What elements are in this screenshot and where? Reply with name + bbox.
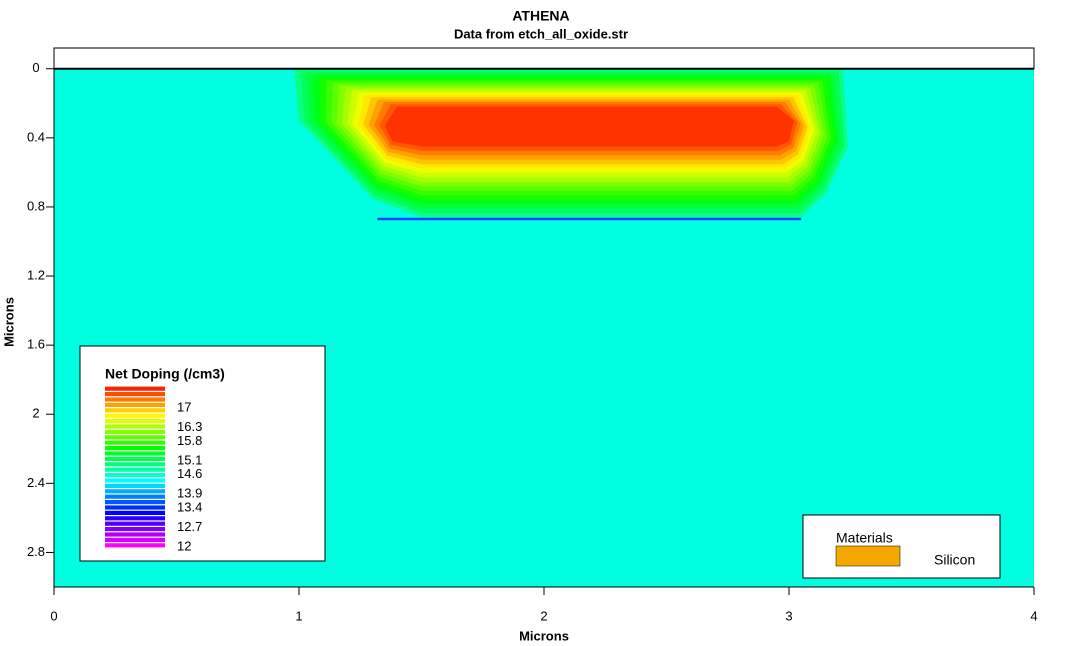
legend-swatch [105, 386, 165, 391]
legend-swatch [105, 489, 165, 494]
materials-box [802, 514, 1001, 579]
legend-swatch [105, 462, 165, 467]
legend-label: 15.8 [177, 433, 202, 448]
x-tick-label: 3 [785, 608, 792, 623]
legend-swatch [105, 532, 165, 537]
legend-swatch [105, 419, 165, 424]
y-axis-label: Microns [1, 297, 16, 347]
y-tick-label: 1.2 [27, 267, 45, 282]
legend-swatch [105, 478, 165, 483]
y-tick-label: 0.8 [27, 198, 45, 213]
legend-swatch [105, 543, 165, 548]
legend-swatch [105, 505, 165, 510]
legend-swatch [105, 392, 165, 397]
legend-swatch [105, 473, 165, 478]
legend-swatch [105, 424, 165, 429]
legend-label: 13.9 [177, 486, 202, 501]
doping-legend: Net Doping (/cm3) 17 16.315.8 15.114.6 13.9… [79, 345, 326, 562]
materials-title: Materials [836, 530, 893, 546]
material-swatch [835, 545, 901, 567]
legend-swatch [105, 397, 165, 402]
y-tick-label: 2 [32, 406, 39, 421]
x-tick-label: 4 [1030, 608, 1037, 623]
y-tick-label: 0 [32, 60, 39, 75]
legend-swatch [105, 527, 165, 532]
x-tick-label: 0 [50, 608, 57, 623]
axes: 0 1 2 3 400.40.81.21.622.42.8 [27, 47, 1038, 623]
y-tick-label: 2.8 [27, 544, 45, 559]
contour-band [384, 106, 794, 147]
legend-label: 17 [177, 399, 191, 414]
materials-legend: Materials Silicon [802, 514, 1001, 579]
legend-swatch [105, 537, 165, 542]
plot-area [54, 68, 1034, 587]
x-tick-label: 2 [540, 608, 547, 623]
legend-swatch [105, 435, 165, 440]
y-tick-label: 2.4 [27, 475, 45, 490]
legend-swatch [105, 451, 165, 456]
legend-swatch [105, 402, 165, 407]
chart-subtitle: Data from etch_all_oxide.str [454, 26, 628, 41]
legend-swatch [105, 408, 165, 413]
legend-label: 14.6 [177, 466, 202, 481]
y-tick-label: 0.4 [27, 129, 45, 144]
chart-title: ATHENA [512, 8, 569, 24]
material-name: Silicon [934, 552, 975, 568]
legend-swatch [105, 521, 165, 526]
legend-label: 13.4 [177, 500, 202, 515]
x-tick-label: 1 [295, 608, 302, 623]
legend-label: 15.1 [177, 452, 202, 467]
legend-swatch [105, 467, 165, 472]
legend-swatch [105, 456, 165, 461]
y-tick-label: 1.6 [27, 337, 45, 352]
x-axis-label: Microns [519, 628, 569, 643]
legend-swatch [105, 440, 165, 445]
legend-swatch [105, 446, 165, 451]
top-strip [53, 47, 1035, 70]
legend-swatch [105, 500, 165, 505]
legend-swatch [105, 483, 165, 488]
legend-swatch [105, 413, 165, 418]
legend-label: 12 [177, 538, 191, 553]
legend-label: 12.7 [177, 519, 202, 534]
legend-swatch [105, 494, 165, 499]
legend-title: Net Doping (/cm3) [105, 366, 225, 382]
legend-label: 16.3 [177, 419, 202, 434]
legend-swatch [105, 516, 165, 521]
legend-swatch [105, 429, 165, 434]
legend-swatch [105, 510, 165, 515]
